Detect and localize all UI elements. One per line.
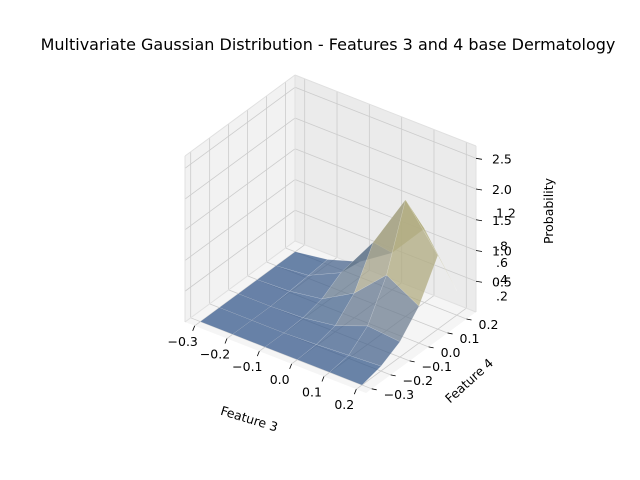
z-tick-label: 2.5 [492,151,512,166]
grid-line [184,179,296,261]
z-tick-label: 1.5 [492,213,512,228]
x-tick-mark [224,338,228,344]
z-tick-mark [475,250,483,252]
y-tick-mark [390,374,396,377]
z-overlay-tick-label: .8 [496,239,508,254]
z-tick-mark [475,157,483,160]
z-tick-label: 2.0 [492,182,512,197]
y-tick-mark [409,360,415,363]
grid-line [294,86,477,159]
grid-line [184,209,296,292]
surface-patch [329,355,382,386]
y-tick-label: −0.2 [403,373,433,388]
x-tick-mark [321,376,325,382]
y-tick-mark [466,318,472,321]
grid-line [184,148,296,231]
z-overlay-tick-label: 1.2 [496,205,516,220]
x-tick-label: 0.1 [302,385,322,400]
z-tick-mark [475,188,483,191]
y-tick-label: −0.3 [384,387,414,402]
z-tick-label: 0.5 [492,274,512,289]
y-tick-mark [447,332,453,335]
grid-line [184,86,296,169]
axis-edges [184,74,477,323]
x-axis-label: Feature 3 [219,403,280,435]
x-tick-label: −0.1 [232,359,262,374]
z-axis-label: Probability [541,177,556,244]
y-tick-label: −0.1 [422,359,452,374]
x-tick-mark [192,325,196,331]
surface [199,199,458,386]
grid-line [356,307,467,390]
pane-edge [184,240,296,323]
grid-line [294,117,477,190]
y-tick-label: 0.1 [460,331,480,346]
x-tick-mark [353,389,357,395]
grid-line [190,317,372,390]
z-tick-label: 1.0 [492,244,512,259]
surface-patch [348,325,401,367]
x-tick-label: −0.2 [200,346,230,361]
z-tick-mark [475,219,483,222]
grid-line [294,179,477,251]
y-tick-mark [428,346,434,349]
y-tick-label: 0.2 [479,317,499,332]
pane-edge [184,74,296,157]
z-overlay-tick-label: .6 [496,255,508,270]
x-tick-label: −0.3 [168,334,198,349]
grid-line [184,117,296,200]
pane-edge [294,74,477,147]
z-overlay-tick-label: .2 [496,288,508,303]
x-tick-mark [289,363,293,369]
surface-patch [405,199,458,291]
x-tick-label: 0.0 [270,372,290,387]
grid-line [294,148,477,221]
y-tick-label: 0.0 [441,345,461,360]
y-tick-mark [371,388,377,391]
chart-title: Multivariate Gaussian Distribution - Fea… [41,35,616,54]
tick-marks: −0.3−0.2−0.10.00.10.2−0.3−0.2−0.10.00.10… [168,151,516,412]
z-overlay-tick-label: .4 [496,272,508,287]
x-tick-label: 0.2 [334,397,354,412]
z-tick-mark [475,280,483,283]
pane-left [185,75,295,322]
x-tick-mark [256,351,260,357]
